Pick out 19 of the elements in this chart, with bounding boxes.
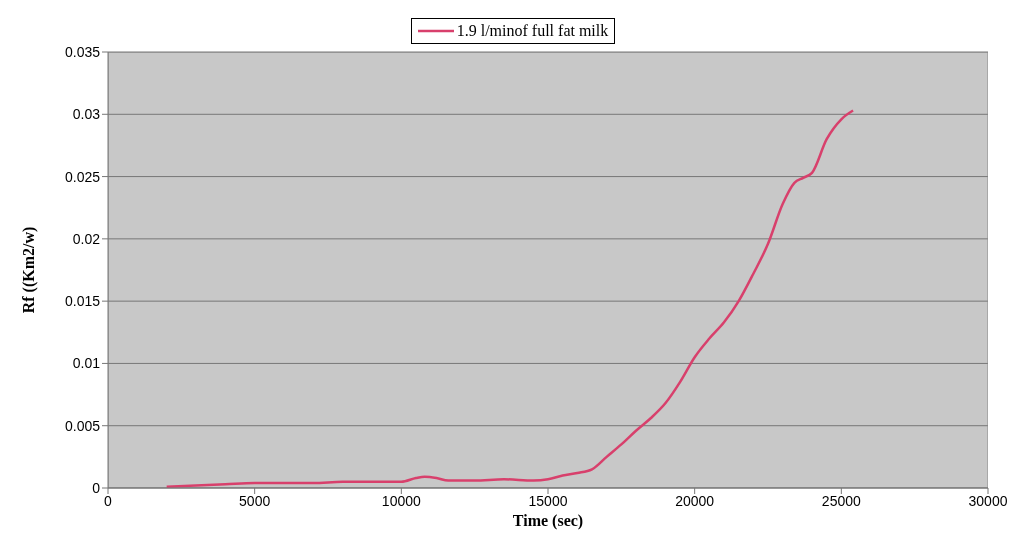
x-tick-label: 25000	[821, 492, 862, 509]
y-axis-title: Rf ((Km2/w)	[19, 226, 38, 314]
x-tick-label: 5000	[239, 492, 271, 509]
x-tick-label: 20000	[675, 492, 715, 509]
y-tick-label: 0.03	[72, 106, 101, 123]
y-tick-label: 0.005	[64, 417, 101, 434]
x-tick-label: 10000	[381, 492, 422, 509]
x-tick-label: 15000	[528, 492, 568, 509]
x-tick-label: 30000	[968, 492, 1008, 509]
y-tick-label: 0.02	[72, 230, 101, 247]
line-series	[165, 109, 855, 488]
y-tick-label: 0.015	[64, 293, 101, 310]
x-axis-title: Time (sec)	[512, 512, 584, 530]
y-tick-label: 0	[92, 479, 101, 496]
y-tick-label: 0.01	[72, 355, 101, 372]
y-tick-label: 0.025	[64, 168, 101, 185]
legend-label: 1.9 l/minof full fat milk	[456, 22, 609, 40]
y-tick-label: 0.035	[64, 43, 101, 60]
x-tick-label: 0	[104, 492, 113, 509]
